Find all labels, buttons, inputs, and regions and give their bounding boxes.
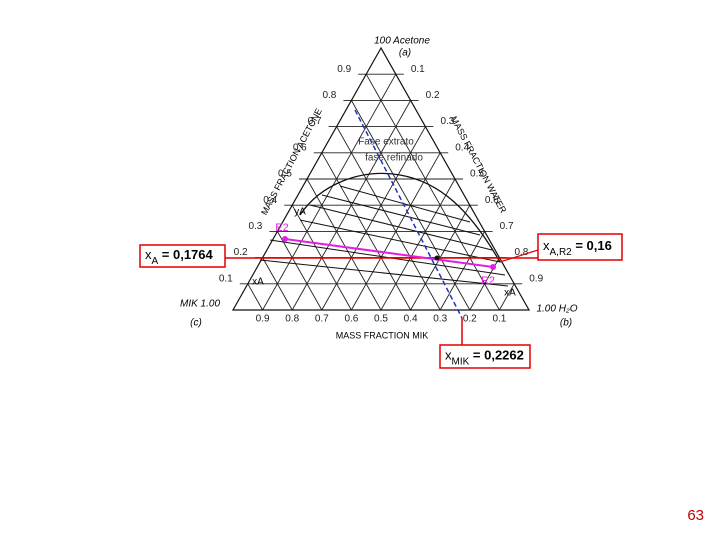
phase-extract: Fase extrato	[358, 137, 414, 148]
mik-tick: 0.4	[404, 314, 418, 325]
water-tick: 0.2	[426, 90, 440, 101]
acetone-tick: 0.9	[337, 64, 351, 75]
label-e2: E2	[275, 222, 288, 234]
apex-label: 100 Acetone	[374, 36, 430, 47]
water-tick: 0.6	[485, 195, 499, 206]
axis-water: MASS FRACTION WATER	[449, 115, 509, 215]
tie-line	[321, 194, 481, 236]
grid-line	[365, 73, 500, 311]
mik-tick: 0.7	[315, 314, 329, 325]
acetone-tick: 0.5	[278, 169, 292, 180]
annotation-value: = 0,1764	[158, 247, 213, 262]
annotation-text: xA = 0,1764	[145, 247, 214, 267]
label-r2: R2	[481, 275, 495, 287]
water-tick: 0.8	[514, 247, 528, 258]
annotation-value: = 0,2262	[469, 348, 524, 363]
annotation-box	[139, 244, 226, 268]
acetone-tick: 0.6	[293, 142, 307, 153]
axis-mik: MASS FRACTION MIK	[336, 330, 429, 340]
annotation-text: xA,R2 = 0,16	[543, 238, 612, 258]
phase-raffinate: fase refinado	[365, 153, 423, 164]
grid-line	[499, 283, 515, 311]
apex-sub: (a)	[399, 48, 411, 59]
grid-line	[336, 126, 441, 311]
annotation-value: = 0,16	[572, 238, 612, 253]
page-number: 63	[687, 507, 704, 524]
grid	[231, 46, 531, 311]
label-xa-left: xA	[252, 277, 264, 288]
grid-line	[277, 231, 323, 311]
mik-tick: 0.6	[344, 314, 358, 325]
annotation-symbol: x	[145, 247, 152, 262]
annotation-box	[439, 344, 531, 369]
acetone-tick: 0.7	[308, 116, 322, 127]
red-line	[499, 249, 539, 263]
right-sub: (b)	[560, 318, 572, 329]
mik-tick: 0.1	[492, 314, 506, 325]
acetone-tick: 0.3	[248, 221, 262, 232]
annotation-symbol: x	[543, 238, 550, 253]
tie-line	[299, 219, 501, 263]
annotation-sub: MIK	[452, 357, 470, 368]
water-tick: 0.1	[411, 64, 425, 75]
annotation-text: xMIK = 0,2262	[445, 348, 524, 368]
tie-line	[309, 204, 493, 251]
acetone-tick: 0.8	[322, 90, 336, 101]
mik-tick: 0.2	[463, 314, 477, 325]
mik-tick: 0.9	[256, 314, 270, 325]
mik-tick: 0.3	[433, 314, 447, 325]
grid-line	[291, 100, 411, 311]
water-tick: 0.7	[500, 221, 514, 232]
tie-line	[259, 259, 509, 287]
water-tick: 0.3	[440, 116, 454, 127]
label-ya: yA	[294, 207, 306, 218]
triangle	[231, 46, 531, 311]
mix-point	[434, 255, 440, 261]
binodal-curve	[299, 172, 501, 263]
water-tick: 0.4	[455, 142, 469, 153]
annotation-symbol: x	[445, 348, 452, 363]
label-xa: xA	[504, 288, 516, 299]
grid-line	[321, 126, 426, 311]
tie-line-e2-r2	[284, 238, 494, 268]
grid-line	[247, 283, 263, 311]
mik-tick: 0.5	[374, 314, 388, 325]
water-tick: 0.9	[529, 273, 543, 284]
tie-line	[339, 185, 471, 223]
right-label: 1.00 H₂O	[536, 304, 577, 315]
acetone-tick: 0.2	[234, 247, 248, 258]
point-r2	[490, 264, 496, 270]
grid-line	[262, 73, 397, 311]
acetone-tick: 0.4	[263, 195, 277, 206]
mik-line	[354, 109, 463, 319]
water-tick: 0.5	[470, 169, 484, 180]
mik-tick: 0.8	[285, 314, 299, 325]
acetone-tick: 0.1	[219, 273, 233, 284]
annotation-box	[537, 233, 623, 261]
left-sub: (c)	[190, 318, 202, 329]
point-e2	[282, 236, 288, 242]
grid-line	[439, 231, 485, 311]
grid-line	[306, 178, 382, 311]
annotation-sub: A	[152, 256, 159, 267]
annotation-sub: A,R2	[550, 247, 573, 258]
left-label: MIK 1.00	[180, 299, 220, 310]
